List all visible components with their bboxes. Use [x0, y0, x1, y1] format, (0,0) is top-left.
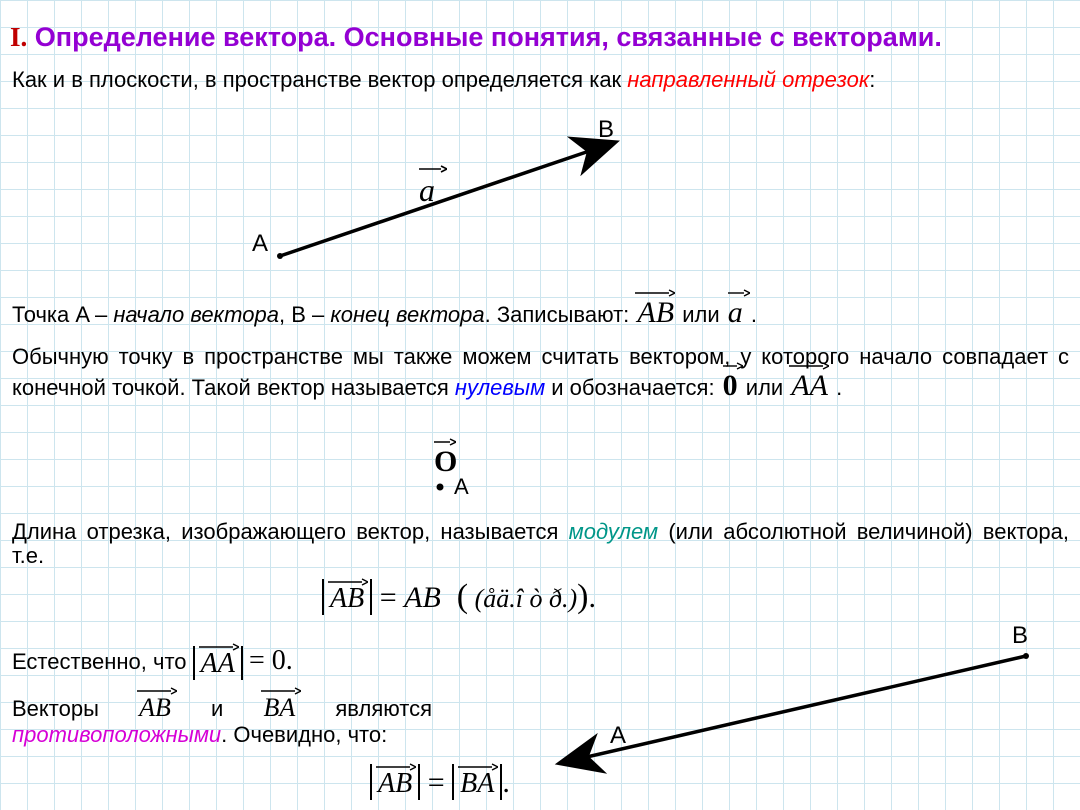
vec-zero-notation: 0 — [723, 369, 738, 402]
heading-text: Определение вектора. Основные понятия, с… — [35, 22, 942, 52]
vec-a-letter: a — [419, 172, 435, 208]
para-5: Естественно, что AA = 0. — [12, 646, 512, 680]
para-6: Векторы AB и BA являются противоположным… — [12, 694, 432, 747]
p2-or: или — [682, 302, 726, 327]
p5-a: Естественно, что — [12, 649, 193, 674]
p3-c: и обозначается: — [545, 375, 721, 400]
point-b2-label: B — [1012, 622, 1028, 650]
p6-are: являются — [335, 696, 432, 721]
vector-a-midlabel: a — [417, 172, 437, 209]
p1-directed-segment: направленный отрезок — [627, 67, 869, 92]
p6-vec-ab: AB — [139, 693, 171, 722]
f3-ab: AB — [378, 768, 412, 799]
p2-start: начало вектора — [113, 302, 279, 327]
f2-aa: AA — [201, 648, 235, 679]
p3-dot: . — [830, 375, 842, 400]
vector-diagram-1 — [0, 0, 1080, 810]
point-a2-label: A — [610, 722, 626, 750]
f1-unit: (åä.î ò ð.) — [468, 584, 577, 613]
vec-a-notation: a — [728, 296, 743, 329]
f1-dot: . — [589, 581, 597, 614]
roman-numeral: I. — [10, 22, 27, 52]
f2-eq0: = 0. — [249, 645, 293, 676]
zero-point-dot — [0, 0, 1080, 810]
f3-dot: . — [502, 766, 510, 799]
p4-modulus: модулем — [569, 519, 658, 544]
para-4: Длина отрезка, изображающего вектор, наз… — [12, 520, 1069, 568]
f3-ba: BA — [460, 768, 494, 799]
formula-modulus: AB = AB ( (åä.î ò ð.)). — [322, 578, 596, 616]
f1-lhs: AB — [330, 583, 364, 614]
p6-and: и — [211, 696, 261, 721]
vector-diagram-2 — [0, 0, 1080, 810]
p6-opposite: противоположными — [12, 722, 221, 747]
para-2: Точка A – начало вектора, B – конец вект… — [12, 296, 1069, 329]
vec-aa-notation: AA — [791, 369, 828, 402]
section-heading: I. Определение вектора. Основные понятия… — [10, 22, 1070, 53]
p2-c: , B – — [279, 302, 330, 327]
p1-text-a: Как и в плоскости, в пространстве вектор… — [12, 67, 627, 92]
zero-point-a-label: A — [454, 474, 469, 500]
p6-vec-ba: BA — [263, 693, 295, 722]
para-3: Обычную точку в пространстве мы также мо… — [12, 345, 1069, 402]
p6-obv: . Очевидно, что: — [221, 722, 387, 747]
p3-zero: нулевым — [455, 375, 545, 400]
p2-e: . Записывают: — [485, 302, 636, 327]
f1-eq: = — [380, 581, 404, 614]
formula-opposite-equal: AB = BA . — [370, 764, 510, 800]
p1-colon: : — [869, 67, 875, 92]
p3-or: или — [746, 375, 790, 400]
point-a-label: A — [252, 230, 268, 258]
point-b-label: B — [598, 116, 614, 144]
p4-a: Длина отрезка, изображающего вектор, наз… — [12, 519, 569, 544]
p2-a: Точка A – — [12, 302, 113, 327]
p2-dot: . — [745, 302, 757, 327]
p2-end: конец вектора — [330, 302, 484, 327]
vec-ab-notation: AB — [637, 296, 674, 329]
f1-rhs-ab: AB — [404, 581, 441, 614]
p6-a: Векторы — [12, 696, 137, 721]
para-1: Как и в плоскости, в пространстве вектор… — [12, 68, 1069, 92]
